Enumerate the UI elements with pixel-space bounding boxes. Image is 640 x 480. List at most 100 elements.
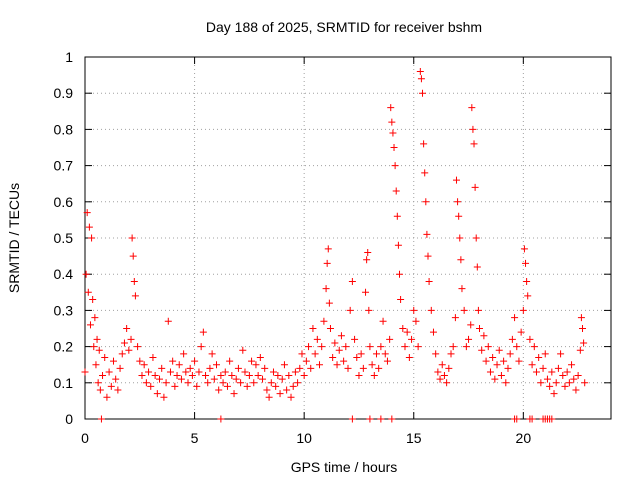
data-point bbox=[410, 306, 418, 314]
data-point bbox=[457, 256, 465, 264]
data-point bbox=[221, 368, 229, 376]
data-point bbox=[269, 368, 277, 376]
data-point bbox=[204, 379, 212, 387]
y-tick-label: 0.3 bbox=[54, 302, 74, 318]
data-point bbox=[166, 368, 174, 376]
data-point bbox=[548, 368, 556, 376]
data-point bbox=[226, 357, 234, 365]
data-point bbox=[506, 350, 514, 358]
data-point bbox=[421, 169, 429, 177]
data-point bbox=[99, 372, 107, 380]
data-point bbox=[394, 241, 402, 249]
data-point bbox=[408, 335, 416, 343]
data-point bbox=[340, 357, 348, 365]
data-point bbox=[158, 364, 166, 372]
data-point bbox=[153, 390, 161, 398]
data-point bbox=[147, 382, 155, 390]
data-point bbox=[171, 382, 179, 390]
data-point bbox=[149, 353, 157, 361]
data-point bbox=[452, 176, 460, 184]
data-point bbox=[580, 339, 588, 347]
data-point bbox=[396, 270, 404, 278]
data-point bbox=[392, 187, 400, 195]
data-point bbox=[497, 372, 505, 380]
data-point bbox=[309, 325, 317, 332]
data-point bbox=[129, 252, 137, 260]
data-point bbox=[436, 375, 444, 383]
data-point bbox=[329, 353, 337, 361]
data-point bbox=[193, 382, 201, 390]
data-point bbox=[429, 328, 437, 336]
data-point bbox=[524, 292, 532, 300]
data-point bbox=[285, 372, 293, 380]
data-point bbox=[470, 140, 478, 148]
data-point bbox=[291, 368, 299, 376]
data-point bbox=[234, 364, 242, 372]
data-point bbox=[337, 332, 345, 340]
data-point bbox=[114, 386, 122, 394]
data-point bbox=[206, 364, 214, 372]
y-axis-label: SRMTID / TECUs bbox=[6, 183, 22, 293]
data-point bbox=[335, 346, 343, 354]
data-point bbox=[548, 415, 556, 423]
y-tick-label: 0.5 bbox=[54, 230, 74, 246]
data-point bbox=[318, 343, 326, 351]
axis-ticks: 00.10.20.30.40.50.60.70.80.910 5 10 15 20 bbox=[54, 49, 611, 446]
data-point bbox=[252, 361, 260, 369]
y-tick-label: 1 bbox=[65, 49, 73, 65]
data-point bbox=[359, 364, 367, 372]
data-point bbox=[128, 234, 136, 242]
y-tick-label: 0.9 bbox=[54, 85, 74, 101]
data-point bbox=[164, 317, 172, 325]
data-point bbox=[388, 415, 396, 423]
data-point bbox=[364, 248, 372, 256]
x-axis-label: GPS time / hours bbox=[291, 459, 398, 475]
grid-lines bbox=[85, 57, 611, 419]
data-point bbox=[472, 234, 480, 242]
y-tick-label: 0.6 bbox=[54, 194, 74, 210]
data-point bbox=[92, 361, 100, 369]
data-point bbox=[305, 343, 313, 351]
data-point bbox=[568, 361, 576, 369]
data-point bbox=[405, 353, 413, 361]
data-point bbox=[274, 372, 282, 380]
data-point bbox=[182, 368, 190, 376]
data-point bbox=[489, 353, 497, 361]
data-point bbox=[243, 382, 251, 390]
data-point bbox=[528, 415, 536, 423]
data-point bbox=[320, 317, 328, 325]
data-point bbox=[445, 364, 453, 372]
data-point bbox=[370, 372, 378, 380]
data-point bbox=[261, 364, 269, 372]
data-point bbox=[508, 335, 516, 343]
data-point bbox=[265, 393, 273, 401]
data-point bbox=[89, 296, 97, 304]
data-point bbox=[440, 372, 448, 380]
data-point bbox=[199, 328, 207, 336]
data-point bbox=[393, 212, 401, 220]
x-tick-label: 5 bbox=[191, 430, 199, 446]
data-point bbox=[300, 372, 308, 380]
data-point bbox=[173, 372, 181, 380]
data-point bbox=[563, 368, 571, 376]
data-point bbox=[142, 379, 150, 387]
data-point bbox=[537, 379, 545, 387]
data-point bbox=[313, 335, 321, 343]
data-point bbox=[576, 346, 584, 354]
data-point bbox=[302, 357, 310, 365]
y-tick-label: 0.4 bbox=[54, 266, 74, 282]
data-point bbox=[219, 379, 227, 387]
data-point bbox=[156, 375, 164, 383]
data-point bbox=[471, 183, 479, 191]
data-point bbox=[455, 212, 463, 220]
data-point bbox=[447, 350, 455, 358]
data-point bbox=[118, 350, 126, 358]
data-point bbox=[526, 335, 534, 343]
y-tick-label: 0.2 bbox=[54, 339, 74, 355]
x-tick-label: 20 bbox=[516, 430, 532, 446]
data-point bbox=[399, 325, 407, 332]
data-point bbox=[331, 339, 339, 347]
data-point bbox=[316, 361, 324, 369]
data-point bbox=[425, 277, 433, 285]
